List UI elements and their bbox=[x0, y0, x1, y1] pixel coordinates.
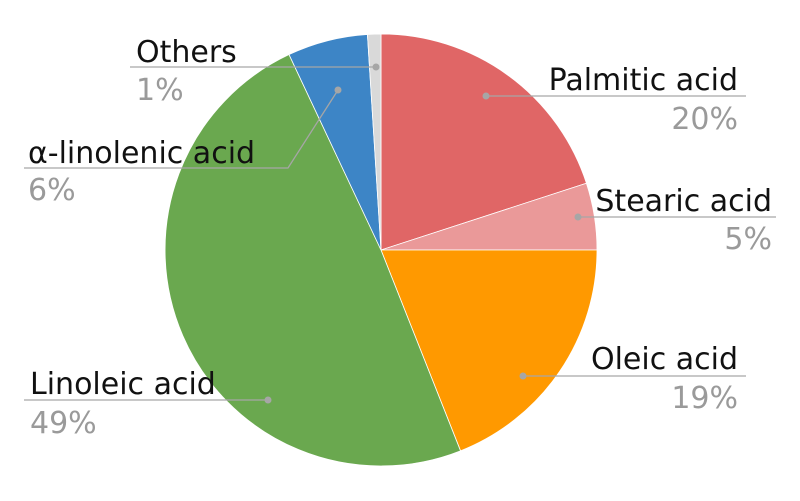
slice-name: Oleic acid bbox=[591, 342, 738, 377]
pie-slice-palmitic-acid bbox=[380, 33, 587, 251]
slice-percent: 5% bbox=[724, 222, 772, 257]
slice-percent: 6% bbox=[28, 173, 76, 208]
slice-name: Others bbox=[136, 35, 237, 70]
slice-percent: 19% bbox=[671, 381, 738, 416]
pie-slices bbox=[164, 33, 598, 467]
slice-label-palmitic: Palmitic acid 20% bbox=[482, 63, 746, 137]
slice-name: α-linolenic acid bbox=[28, 136, 255, 171]
slice-label-stearic: Stearic acid 5% bbox=[574, 184, 776, 257]
slice-name: Palmitic acid bbox=[549, 63, 738, 98]
slice-label-oleic: Oleic acid 19% bbox=[519, 342, 746, 416]
slice-label-others: Others 1% bbox=[130, 35, 380, 108]
slice-percent: 1% bbox=[136, 73, 184, 108]
pie-slice-oleic-acid bbox=[380, 249, 598, 452]
slice-labels: Others 1% α-linolenic acid 6% Palmitic a… bbox=[24, 35, 776, 441]
slice-percent: 20% bbox=[671, 102, 738, 137]
slice-label-linoleic: Linoleic acid 49% bbox=[24, 367, 272, 441]
pie-slice-linoleic-acid bbox=[164, 54, 462, 467]
slice-name: Linoleic acid bbox=[30, 367, 216, 402]
slice-percent: 49% bbox=[30, 406, 97, 441]
slice-label-alpha-linolenic: α-linolenic acid 6% bbox=[24, 86, 342, 208]
pie-slice-others bbox=[367, 33, 382, 251]
slice-name: Stearic acid bbox=[595, 184, 772, 219]
